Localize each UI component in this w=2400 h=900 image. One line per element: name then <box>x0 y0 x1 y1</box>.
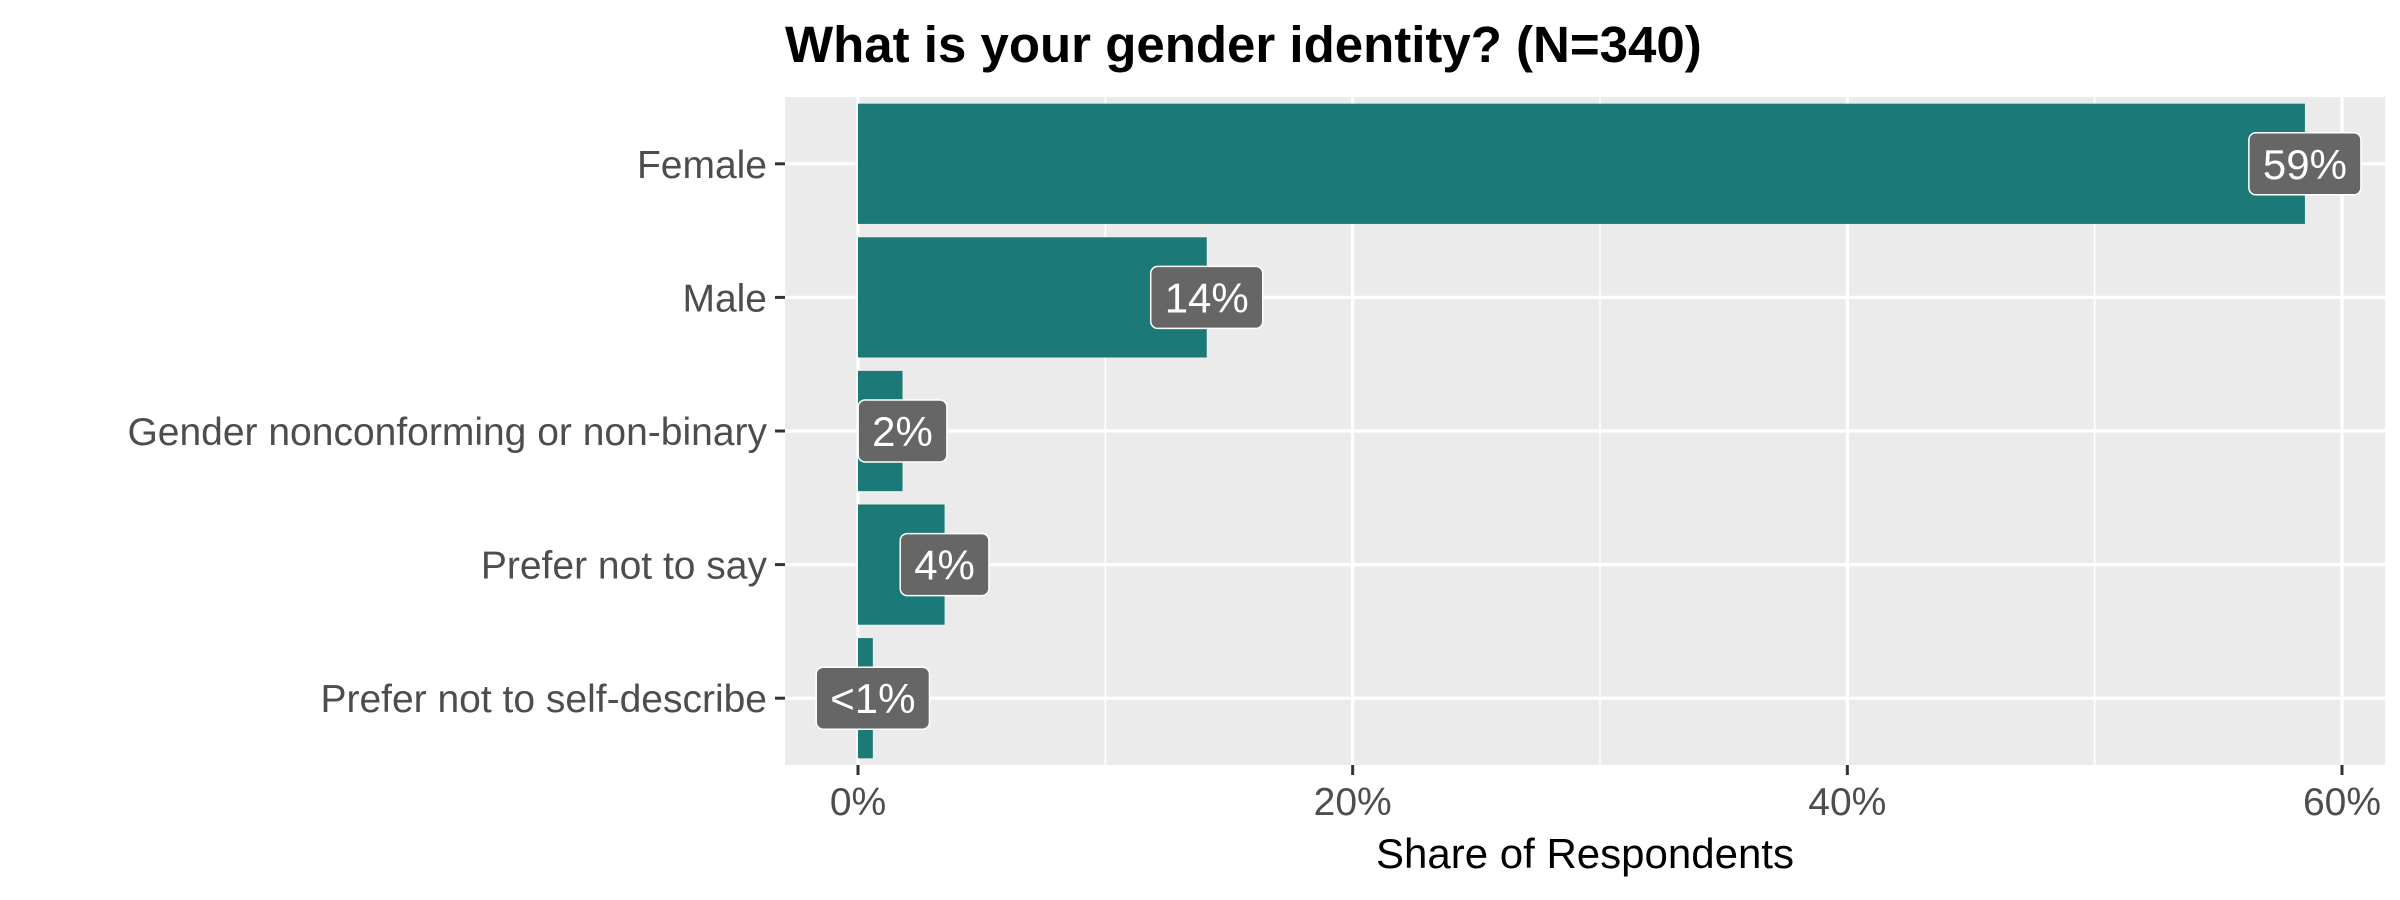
y-axis: Female Male Gender nonconforming or non-bi… <box>127 144 785 721</box>
bar <box>858 237 1207 358</box>
data-label: 2% <box>857 399 948 463</box>
category-label: Female <box>637 144 767 187</box>
x-tick-label: 40% <box>1808 781 1886 824</box>
chart-title: What is your gender identity? (N=340) <box>785 16 1702 73</box>
data-label-text: 59% <box>2263 141 2347 188</box>
data-label-text: 4% <box>914 542 975 589</box>
x-axis: 0% 20% 40% 60% <box>830 765 2381 824</box>
category-label: Gender nonconforming or non-binary <box>127 411 767 454</box>
category-label: Male <box>682 277 767 320</box>
category-label: Prefer not to say <box>481 545 768 588</box>
data-label: <1% <box>815 666 931 730</box>
category-label: Prefer not to self-describe <box>320 678 767 721</box>
data-label: 14% <box>1149 265 1264 330</box>
x-tick-label: 20% <box>1314 781 1392 824</box>
data-label: 4% <box>899 532 990 597</box>
data-label-box <box>2248 132 2362 196</box>
data-label: 59% <box>2248 132 2362 196</box>
x-tick-label: 0% <box>830 781 886 824</box>
x-tick-label: 60% <box>2303 781 2381 824</box>
data-label-text: <1% <box>830 675 915 722</box>
data-label-box <box>857 399 948 463</box>
bar <box>858 103 2305 224</box>
bars <box>858 103 2305 759</box>
data-label-box <box>899 532 990 597</box>
data-label-text: 14% <box>1165 274 1249 321</box>
data-label-box <box>815 666 931 730</box>
data-label-text: 2% <box>872 408 933 455</box>
data-label-box <box>1149 265 1264 330</box>
x-axis-title: Share of Respondents <box>1376 830 1794 877</box>
data-labels: 59% 14% 2% 4% <1% <box>815 132 2362 730</box>
